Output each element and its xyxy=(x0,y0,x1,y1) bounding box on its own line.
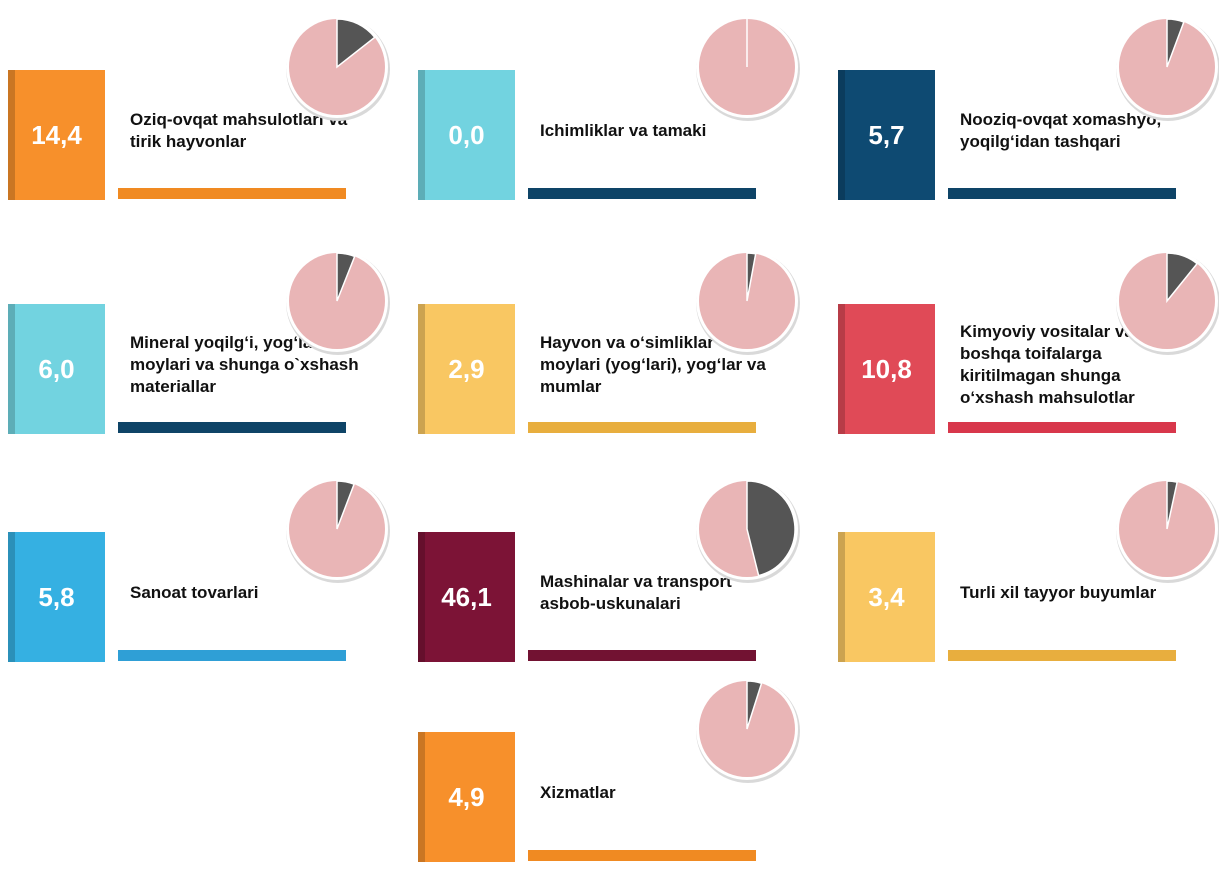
pie-slice xyxy=(336,18,376,69)
category-label: Mashinalar va transport asbob-uskunalari xyxy=(540,572,732,613)
value-box: 14,4 xyxy=(8,70,105,200)
tile: 5,7 Nooziq-ovqat xomashyo, yoqilg‘idan ta… xyxy=(838,16,1219,210)
underline xyxy=(528,850,756,861)
pie-slice xyxy=(746,480,796,577)
category-label: Ichimliklar va tamaki xyxy=(540,121,707,140)
pie xyxy=(286,16,390,121)
underline xyxy=(118,650,346,661)
pie xyxy=(286,250,390,355)
category-label: Turli xil tayyor buyumlar xyxy=(960,583,1157,602)
pie xyxy=(696,16,800,121)
tile: 4,9 Xizmatlar xyxy=(418,678,800,872)
underline xyxy=(948,650,1176,661)
pie-slice xyxy=(746,252,757,302)
underline xyxy=(528,188,756,199)
underline xyxy=(528,422,756,433)
underline xyxy=(528,650,756,661)
value-box: 2,9 xyxy=(418,304,515,434)
pie-slice xyxy=(1166,18,1185,68)
underline xyxy=(948,188,1176,199)
pie-slice xyxy=(336,252,356,302)
pie xyxy=(696,478,800,583)
category-label: Xizmatlar xyxy=(540,783,616,802)
value-box: 6,0 xyxy=(8,304,105,434)
underline xyxy=(118,422,346,433)
pie xyxy=(696,250,800,355)
tile: 5,8 Sanoat tovarlari xyxy=(8,478,390,672)
category-label: Kimyoviy vositalar va boshqa toifalarga … xyxy=(960,322,1135,407)
pie xyxy=(696,678,800,783)
pie-slice xyxy=(746,680,763,730)
category-label: Sanoat tovarlari xyxy=(130,583,259,602)
value-box: 5,8 xyxy=(8,532,105,662)
tile: 0,0 Ichimliklar va tamaki xyxy=(418,16,800,210)
underline xyxy=(948,422,1176,433)
pie-slice xyxy=(1166,252,1199,304)
tile: 46,1 Mashinalar va transport asbob-uskuna… xyxy=(418,478,800,672)
category-label: Hayvon va o‘simliklar moylari (yog‘lari)… xyxy=(540,333,766,396)
tile: 6,0 Mineral yoqilg‘i, yog‘lash moylari va… xyxy=(8,250,390,444)
value-box: 46,1 xyxy=(418,532,515,662)
tile: 2,9 Hayvon va o‘simliklar moylari (yog‘la… xyxy=(418,250,800,444)
pie xyxy=(286,478,390,583)
category-label: Oziq-ovqat mahsulotlari va tirik hayvonl… xyxy=(130,110,348,151)
value-box: 3,4 xyxy=(838,532,935,662)
pie xyxy=(1116,478,1219,583)
value-box: 4,9 xyxy=(418,732,515,862)
tile: 14,4 Oziq-ovqat mahsulotlari va tirik hay… xyxy=(8,16,390,210)
category-label: Nooziq-ovqat xomashyo, yoqilg‘idan tashq… xyxy=(960,110,1162,151)
value-box: 10,8 xyxy=(838,304,935,434)
underline xyxy=(118,188,346,199)
value-box: 5,7 xyxy=(838,70,935,200)
pie-slice xyxy=(1166,480,1179,530)
value-box: 0,0 xyxy=(418,70,515,200)
pie xyxy=(1116,250,1219,355)
tile: 3,4 Turli xil tayyor buyumlar xyxy=(838,478,1219,672)
tile: 10,8 Kimyoviy vositalar va boshqa toifala… xyxy=(838,250,1219,444)
pie xyxy=(1116,16,1219,121)
category-label: Mineral yoqilg‘i, yog‘lash moylari va sh… xyxy=(130,333,359,396)
pie-slice xyxy=(336,480,356,530)
